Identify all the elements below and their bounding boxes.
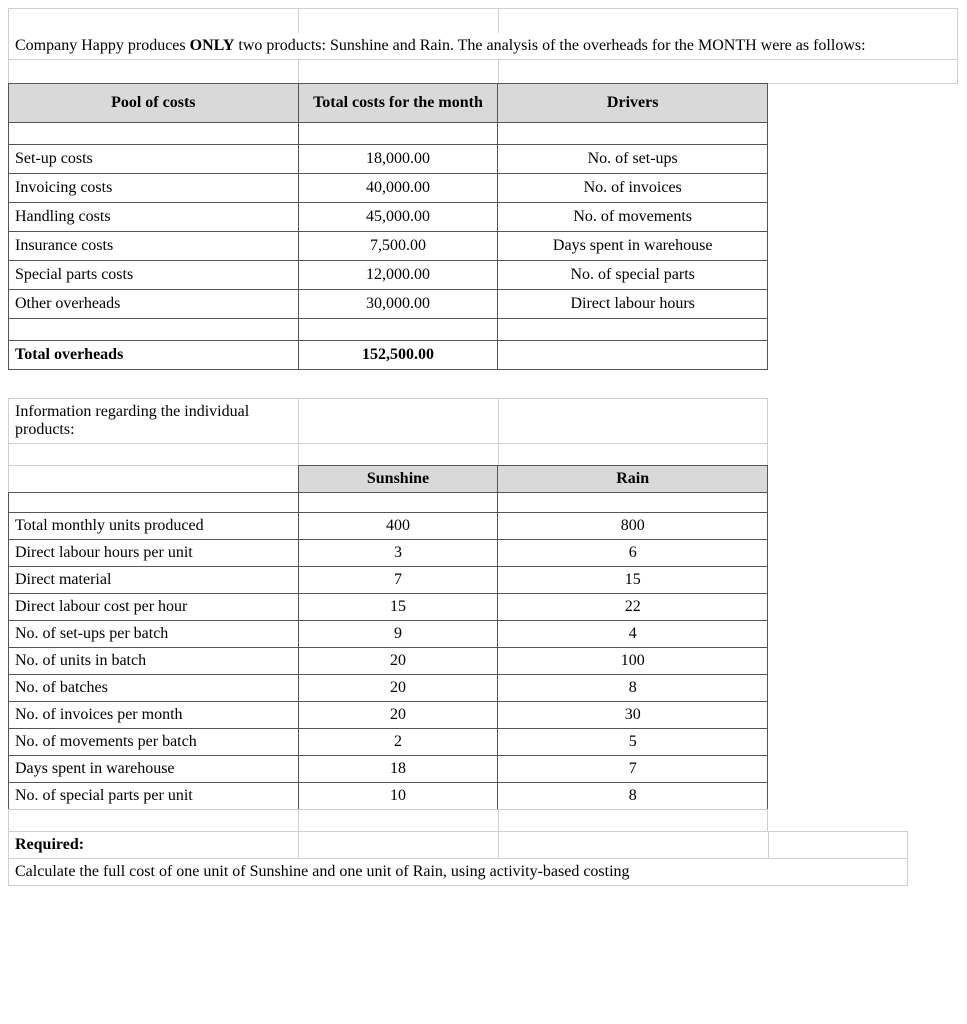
table-row: Special parts costs12,000.00No. of speci…: [9, 260, 768, 289]
required-grid: Required: Calculate the full cost of one…: [8, 831, 908, 886]
cost-label: Set-up costs: [9, 144, 299, 173]
rain-value: 8: [498, 782, 768, 809]
sunshine-value: 3: [298, 539, 498, 566]
product-metric-label: Direct labour cost per hour: [9, 593, 299, 620]
sunshine-value: 20: [298, 674, 498, 701]
rain-value: 6: [498, 539, 768, 566]
sunshine-value: 7: [298, 566, 498, 593]
required-label: Required:: [9, 831, 299, 858]
header-sunshine: Sunshine: [298, 465, 498, 492]
intro-only: ONLY: [190, 37, 235, 54]
table-row: No. of movements per batch25: [9, 728, 768, 755]
sunshine-value: 18: [298, 755, 498, 782]
table-row: Direct material715: [9, 566, 768, 593]
rain-value: 30: [498, 701, 768, 728]
product-metric-label: No. of special parts per unit: [9, 782, 299, 809]
cost-driver: No. of movements: [498, 202, 768, 231]
product-metric-label: Direct material: [9, 566, 299, 593]
rain-value: 800: [498, 512, 768, 539]
rain-value: 100: [498, 647, 768, 674]
rain-value: 15: [498, 566, 768, 593]
pool-of-costs-table: Pool of costs Total costs for the month …: [8, 83, 768, 370]
product-metric-label: No. of invoices per month: [9, 701, 299, 728]
cost-label: Special parts costs: [9, 260, 299, 289]
header-drivers: Drivers: [498, 83, 768, 122]
rain-value: 5: [498, 728, 768, 755]
cost-label: Other overheads: [9, 289, 299, 318]
table-row: No. of special parts per unit108: [9, 782, 768, 809]
cost-value: 12,000.00: [298, 260, 498, 289]
table-row: No. of set-ups per batch94: [9, 620, 768, 647]
sunshine-value: 10: [298, 782, 498, 809]
product-metric-label: No. of batches: [9, 674, 299, 701]
table-row: Direct labour hours per unit36: [9, 539, 768, 566]
table-row: Invoicing costs40,000.00No. of invoices: [9, 173, 768, 202]
cost-value: 40,000.00: [298, 173, 498, 202]
rain-value: 22: [498, 593, 768, 620]
sunshine-value: 400: [298, 512, 498, 539]
table-row: Insurance costs7,500.00Days spent in war…: [9, 231, 768, 260]
cost-label: Invoicing costs: [9, 173, 299, 202]
cost-driver: Direct labour hours: [498, 289, 768, 318]
total-overheads-label: Total overheads: [9, 340, 299, 369]
table-row: Direct labour cost per hour1522: [9, 593, 768, 620]
required-text: Calculate the full cost of one unit of S…: [9, 858, 908, 885]
products-table: Sunshine Rain Total monthly units produc…: [8, 465, 768, 810]
table-row: No. of units in batch20100: [9, 647, 768, 674]
header-pool: Pool of costs: [9, 83, 299, 122]
table-row: Total monthly units produced400800: [9, 512, 768, 539]
sunshine-value: 20: [298, 647, 498, 674]
intro-prefix: Company Happy produces: [15, 37, 190, 54]
product-metric-label: No. of units in batch: [9, 647, 299, 674]
intro-suffix: two products: Sunshine and Rain. The ana…: [234, 37, 865, 54]
product-metric-label: Direct labour hours per unit: [9, 539, 299, 566]
rain-value: 7: [498, 755, 768, 782]
header-total-costs: Total costs for the month: [298, 83, 498, 122]
info-heading-grid: Information regarding the individual pro…: [8, 398, 768, 466]
table-row: Handling costs45,000.00No. of movements: [9, 202, 768, 231]
cost-driver: Days spent in warehouse: [498, 231, 768, 260]
spacer-grid: [8, 809, 768, 832]
info-heading: Information regarding the individual pro…: [9, 398, 299, 443]
product-metric-label: No. of set-ups per batch: [9, 620, 299, 647]
cost-value: 7,500.00: [298, 231, 498, 260]
header-rain: Rain: [498, 465, 768, 492]
cost-label: Insurance costs: [9, 231, 299, 260]
cost-value: 30,000.00: [298, 289, 498, 318]
total-overheads-value: 152,500.00: [298, 340, 498, 369]
rain-value: 4: [498, 620, 768, 647]
table-row: Other overheads30,000.00Direct labour ho…: [9, 289, 768, 318]
table-row: No. of batches208: [9, 674, 768, 701]
cost-driver: No. of special parts: [498, 260, 768, 289]
cost-driver: No. of invoices: [498, 173, 768, 202]
sunshine-value: 2: [298, 728, 498, 755]
sunshine-value: 20: [298, 701, 498, 728]
cost-label: Handling costs: [9, 202, 299, 231]
intro-grid: Company Happy produces ONLY two products…: [8, 8, 958, 84]
table-row: Set-up costs18,000.00No. of set-ups: [9, 144, 768, 173]
table-row: Days spent in warehouse187: [9, 755, 768, 782]
sunshine-value: 9: [298, 620, 498, 647]
product-metric-label: No. of movements per batch: [9, 728, 299, 755]
cost-driver: No. of set-ups: [498, 144, 768, 173]
rain-value: 8: [498, 674, 768, 701]
product-metric-label: Total monthly units produced: [9, 512, 299, 539]
cost-value: 18,000.00: [298, 144, 498, 173]
cost-value: 45,000.00: [298, 202, 498, 231]
sunshine-value: 15: [298, 593, 498, 620]
table-row: No. of invoices per month2030: [9, 701, 768, 728]
product-metric-label: Days spent in warehouse: [9, 755, 299, 782]
